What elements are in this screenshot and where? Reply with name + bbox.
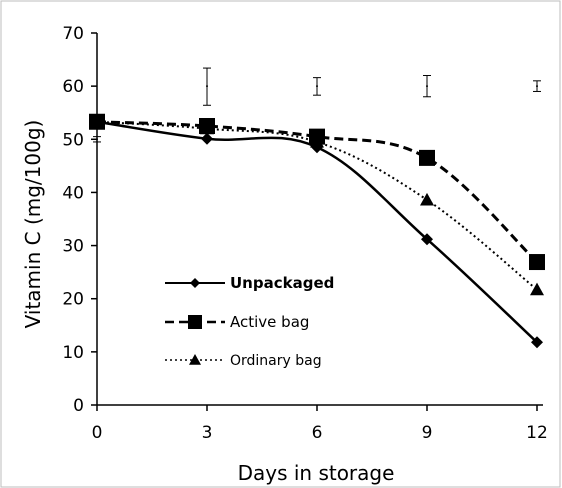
error-bar-center <box>536 85 538 88</box>
error-bars <box>93 67 541 143</box>
error-bar-0 <box>93 136 101 143</box>
point-active-bag-3 <box>419 149 435 166</box>
point-active-bag-0 <box>89 113 105 130</box>
y-tick-label-2: 20 <box>62 290 84 310</box>
point-unpackaged-3 <box>421 233 433 246</box>
legend-swatch-marker-active-bag <box>188 315 202 329</box>
error-bar-3 <box>423 75 431 98</box>
y-tick-label-0: 0 <box>73 396 84 416</box>
axes: 0 10 20 30 40 50 60 70 0 3 6 9 12 <box>62 24 547 443</box>
series-active-bag <box>89 113 545 271</box>
point-active-bag-1 <box>199 118 215 134</box>
y-tick-label-1: 10 <box>62 343 84 363</box>
y-tick-label-7: 70 <box>62 24 84 44</box>
legend-item-unpackaged: Unpackaged <box>165 274 334 292</box>
y-axis-title: Vitamin C (mg/100g) <box>21 120 45 329</box>
legend-label-ordinary-bag: Ordinary bag <box>230 353 322 369</box>
x-tick-label-4: 12 <box>526 423 548 443</box>
error-bar-1 <box>203 67 211 106</box>
legend-swatch-marker-ordinary-bag <box>189 354 201 365</box>
legend-swatch-marker-unpackaged <box>190 278 200 288</box>
y-tick-label-6: 60 <box>62 77 84 97</box>
x-tick-label-3: 9 <box>422 423 433 443</box>
error-bar-center <box>316 85 318 88</box>
point-active-bag-2 <box>309 128 325 145</box>
series-layer <box>89 113 545 349</box>
error-bar-center <box>426 85 428 88</box>
legend-item-active-bag: Active bag <box>165 313 309 331</box>
point-active-bag-4 <box>529 254 545 271</box>
x-tick-label-1: 3 <box>202 423 213 443</box>
x-axis-title: Days in storage <box>238 461 395 485</box>
y-tick-label-4: 40 <box>62 183 84 203</box>
point-ordinary-bag-3 <box>420 192 434 206</box>
series-line-unpackaged <box>96 120 538 344</box>
legend: Unpackaged Active bag Ordinary bag <box>165 274 334 369</box>
legend-item-ordinary-bag: Ordinary bag <box>165 353 322 369</box>
x-tick-label-2: 6 <box>312 423 323 443</box>
point-ordinary-bag-4 <box>530 282 544 296</box>
legend-label-unpackaged: Unpackaged <box>230 274 334 292</box>
legend-label-active-bag: Active bag <box>230 313 309 331</box>
y-tick-label-3: 30 <box>62 237 84 257</box>
error-bar-center <box>206 85 208 88</box>
y-tick-label-5: 50 <box>62 130 84 150</box>
error-bar-center <box>96 138 98 141</box>
series-unpackaged <box>91 115 543 349</box>
error-bar-2 <box>313 77 321 96</box>
point-unpackaged-1 <box>201 132 213 145</box>
x-tick-label-0: 0 <box>92 423 103 443</box>
error-bar-4 <box>533 80 541 92</box>
series-line-active-bag <box>96 120 539 264</box>
point-unpackaged-4 <box>531 336 543 349</box>
